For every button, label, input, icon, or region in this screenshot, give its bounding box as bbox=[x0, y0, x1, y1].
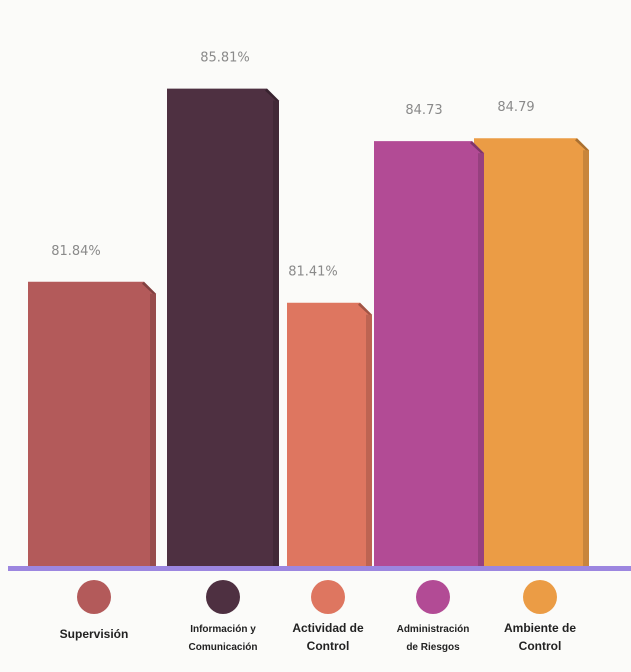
legend-marker bbox=[523, 580, 557, 614]
bar-bevel bbox=[358, 302, 372, 318]
bar bbox=[287, 302, 372, 566]
bar-side bbox=[583, 150, 589, 566]
data-label: 84.79 bbox=[497, 100, 534, 115]
bar bbox=[167, 88, 279, 566]
bar-bevel bbox=[265, 88, 279, 104]
data-label: 81.84% bbox=[51, 244, 101, 259]
legend-label: Control bbox=[519, 639, 562, 653]
bar-bevel bbox=[575, 138, 589, 154]
legend-label: Supervisión bbox=[60, 627, 129, 641]
bar bbox=[374, 141, 484, 566]
legend-label: Actividad de bbox=[292, 621, 364, 635]
legend-label: Comunicación bbox=[189, 642, 258, 653]
legend-marker bbox=[206, 580, 240, 614]
bar-side bbox=[150, 293, 156, 566]
data-label: 85.81% bbox=[200, 51, 250, 66]
bar-side bbox=[273, 100, 279, 566]
legend-marker bbox=[416, 580, 450, 614]
legend-label: Ambiente de bbox=[504, 621, 576, 635]
bar bbox=[474, 138, 589, 566]
legend-marker bbox=[311, 580, 345, 614]
bar-bevel bbox=[142, 281, 156, 297]
bar bbox=[28, 281, 156, 566]
legend-marker bbox=[77, 580, 111, 614]
baseline bbox=[8, 566, 631, 571]
data-label: 84.73 bbox=[405, 103, 442, 118]
data-label: 81.41% bbox=[288, 265, 338, 280]
legend-label: Información y bbox=[190, 624, 256, 635]
legend-label: Administración bbox=[397, 624, 470, 635]
legend-label: Control bbox=[307, 639, 350, 653]
bar-side bbox=[478, 153, 484, 566]
bar-bevel bbox=[470, 141, 484, 157]
legend-label: de Riesgos bbox=[406, 642, 460, 653]
bar-side bbox=[366, 314, 372, 566]
